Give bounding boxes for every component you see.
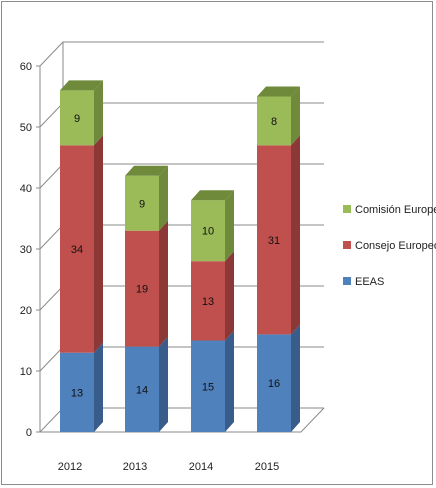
bar-top (125, 165, 168, 176)
bar-segment-side (225, 330, 234, 432)
data-label: 9 (139, 198, 145, 210)
bar-segment-side (159, 165, 168, 231)
y-tick-label: 30 (20, 244, 32, 256)
bar-segment-side (94, 135, 103, 353)
legend-swatch (343, 277, 351, 285)
legend-label: Consejo Europeo (355, 240, 436, 252)
y-tick-label: 20 (20, 305, 32, 317)
bar-segment-side (94, 342, 103, 432)
data-label: 10 (202, 226, 214, 238)
bar-segment-side (291, 135, 300, 335)
x-tick-label: 2015 (255, 461, 279, 473)
data-label: 19 (136, 284, 148, 296)
legend: Comisión Europea Consejo Europeo EEAS (343, 204, 436, 288)
bar-segment-side (225, 251, 234, 341)
bar-segment-side (94, 80, 103, 146)
data-label: 16 (268, 378, 280, 390)
data-label: 9 (74, 113, 80, 125)
legend-label: EEAS (355, 276, 384, 288)
bar-segment (125, 175, 159, 231)
bar-segment (191, 200, 225, 262)
y-tick-label: 60 (20, 61, 32, 73)
bar-segment (191, 340, 225, 432)
x-tick-label: 2012 (58, 461, 82, 473)
bar-top (60, 80, 103, 91)
data-label: 13 (71, 387, 83, 399)
data-label: 14 (136, 384, 148, 396)
bar-top (191, 190, 234, 201)
x-tick-label: 2013 (123, 461, 147, 473)
bars (60, 80, 300, 432)
y-tick-label: 50 (20, 122, 32, 134)
bar-segment (60, 352, 94, 432)
bar-segment-side (159, 336, 168, 432)
bar-segment (125, 230, 159, 347)
bar-segment (257, 334, 291, 432)
data-label: 34 (71, 244, 83, 256)
bar-segment (257, 145, 291, 335)
bar-segment-side (159, 220, 168, 347)
bar-top (257, 86, 300, 97)
bar-segment (60, 90, 94, 146)
x-tick-label: 2014 (189, 461, 213, 473)
data-label: 31 (268, 235, 280, 247)
y-tick-label: 40 (20, 183, 32, 195)
y-tick-label: 0 (26, 427, 32, 439)
bar-segment-side (225, 190, 234, 262)
bar-segment-side (291, 324, 300, 432)
bar-segment (191, 261, 225, 341)
legend-swatch (343, 241, 351, 249)
y-tick-label: 10 (20, 366, 32, 378)
data-label: 15 (202, 381, 214, 393)
bar-segment (257, 96, 291, 146)
bar-segment (60, 145, 94, 353)
legend-swatch (343, 205, 351, 213)
bar-segment-side (291, 86, 300, 146)
data-label: 8 (271, 116, 277, 128)
legend-label: Comisión Europea (355, 204, 436, 216)
gridline (39, 41, 324, 67)
data-label: 13 (202, 296, 214, 308)
bar-segment (125, 346, 159, 432)
